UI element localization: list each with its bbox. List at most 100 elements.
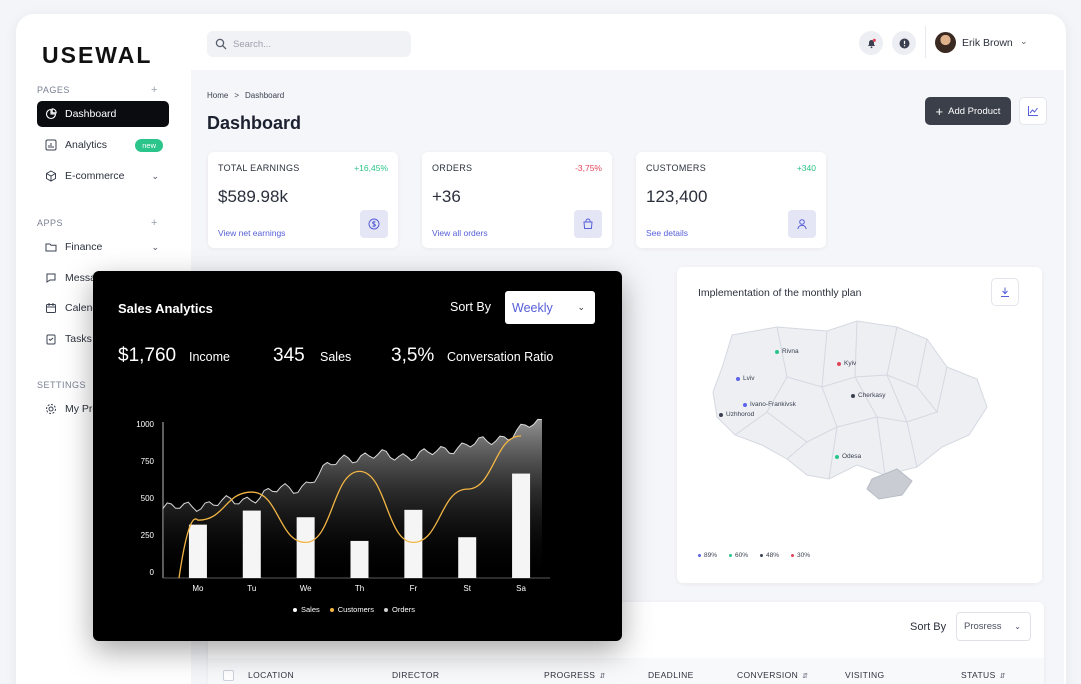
column-location[interactable]: LOCATION <box>248 670 295 680</box>
sales-bar <box>512 473 531 578</box>
table-sort-select[interactable]: Prosress ⌄ <box>956 612 1031 641</box>
income-value: $1,760 <box>118 345 177 366</box>
select-all-checkbox[interactable] <box>223 670 234 681</box>
sidebar-item-dashboard[interactable]: Dashboard <box>37 101 169 127</box>
gear-icon <box>45 403 57 415</box>
column-status[interactable]: STATUS ⇵ <box>961 670 1006 680</box>
table-sort-value: Prosress <box>964 621 1002 632</box>
pages-add-icon[interactable]: + <box>151 84 158 96</box>
breadcrumb-home[interactable]: Home <box>207 91 229 100</box>
conversion-label: Conversation Ratio <box>447 350 554 364</box>
chevron-down-icon[interactable]: ⌄ <box>1020 36 1028 46</box>
download-icon <box>1001 287 1009 297</box>
column-deadline[interactable]: DEADLINE <box>648 670 694 680</box>
sidebar-item-label: Dashboard <box>65 108 117 120</box>
sort-icon: ⇵ <box>802 673 809 680</box>
shopping-bag-icon <box>574 210 602 238</box>
card-delta: +340 <box>796 163 816 173</box>
alert-icon <box>899 38 909 48</box>
column-progress[interactable]: PROGRESS ⇵ <box>544 670 606 680</box>
conversion-value: 3,5% <box>391 345 435 366</box>
sidebar-item-ecommerce[interactable]: E-commerce ⌄ <box>37 163 169 189</box>
x-tick-label: St <box>463 584 471 593</box>
ukraine-map <box>712 320 988 500</box>
sidebar-item-analytics[interactable]: Analytics new <box>37 132 169 158</box>
orders-card: ORDERS -3,75% +36 View all orders <box>422 152 612 248</box>
breadcrumb-current: Dashboard <box>245 91 285 100</box>
view-net-earnings-link[interactable]: View net earnings <box>218 228 286 238</box>
sort-icon: ⇵ <box>999 673 1006 680</box>
info-button[interactable] <box>892 31 916 55</box>
add-product-label: Add Product <box>948 105 1001 117</box>
card-value: 123,400 <box>646 187 708 206</box>
sidebar-item-label: Analytics <box>65 139 108 151</box>
x-tick-label: Tu <box>247 584 256 593</box>
user-name[interactable]: Erik Brown <box>962 37 1013 49</box>
notifications-button[interactable] <box>859 31 883 55</box>
city-marker[interactable]: Kyiv <box>837 360 856 367</box>
clipboard-icon <box>45 333 57 345</box>
search-placeholder: Search... <box>233 38 272 50</box>
column-director[interactable]: DIRECTOR <box>392 670 440 680</box>
map-legend: 89% 60% 48% 30% <box>698 552 810 559</box>
orders-line <box>162 418 543 513</box>
legend-orders: Orders <box>384 605 415 614</box>
map-title: Implementation of the monthly plan <box>698 287 862 299</box>
view-all-orders-link[interactable]: View all orders <box>432 228 488 238</box>
bar-chart-icon <box>45 139 57 151</box>
city-marker[interactable]: Rivna <box>775 348 799 355</box>
page-title: Dashboard <box>207 113 302 133</box>
search-input[interactable]: Search... <box>207 31 411 57</box>
new-badge: new <box>135 139 163 152</box>
add-product-button[interactable]: + Add Product <box>925 97 1011 125</box>
sidebar-item-finance[interactable]: Finance ⌄ <box>37 234 169 260</box>
card-delta: +16,45% <box>354 163 388 173</box>
sales-analytics-panel: Sales Analytics Sort By Weekly ⌄ $1,760 … <box>93 271 622 641</box>
sales-label: Sales <box>320 350 352 364</box>
sidebar-item-label: Tasks <box>65 333 92 345</box>
city-marker[interactable]: Lviv <box>736 375 755 382</box>
header-divider <box>925 26 926 58</box>
plus-icon: + <box>935 103 944 119</box>
period-select[interactable]: Weekly ⌄ <box>505 291 595 324</box>
see-details-link[interactable]: See details <box>646 228 689 238</box>
y-tick-label: 1000 <box>136 420 154 429</box>
search-icon <box>215 38 227 50</box>
sales-sort-label: Sort By <box>450 300 491 314</box>
total-earnings-card: TOTAL EARNINGS +16,45% $589.98k View net… <box>208 152 398 248</box>
chart-view-button[interactable] <box>1019 97 1047 125</box>
y-tick-label: 500 <box>141 494 155 503</box>
folder-icon <box>45 241 57 253</box>
user-icon <box>788 210 816 238</box>
income-label: Income <box>189 350 230 364</box>
city-marker[interactable]: Ivano-Frankivsk <box>743 401 796 408</box>
table-sort-label: Sort By <box>910 621 947 633</box>
card-value: $589.98k <box>218 187 288 206</box>
breadcrumb-separator: > <box>234 91 240 100</box>
card-delta: -3,75% <box>575 163 602 173</box>
apps-add-icon[interactable]: + <box>151 217 158 229</box>
x-tick-label: We <box>300 584 312 593</box>
city-marker[interactable]: Uzhhorod <box>719 411 754 418</box>
column-conversion[interactable]: CONVERSION ⇵ <box>737 670 809 680</box>
city-marker[interactable]: Odesa <box>835 453 861 460</box>
sidebar-item-label: Finance <box>65 241 103 253</box>
monthly-plan-map-card: Implementation of the monthly plan Rivna… <box>677 267 1042 583</box>
sales-bar <box>350 540 369 578</box>
chevron-down-icon: ⌄ <box>151 170 159 181</box>
chevron-down-icon: ⌄ <box>1014 622 1021 631</box>
card-title: ORDERS <box>432 163 473 173</box>
breadcrumb: Home > Dashboard <box>207 91 284 100</box>
legend-sales: Sales <box>293 605 320 614</box>
city-marker[interactable]: Cherkasy <box>851 392 885 399</box>
sales-bar <box>458 537 477 578</box>
pie-chart-icon <box>45 108 57 120</box>
pages-section-title: PAGES <box>37 85 70 95</box>
calendar-icon <box>45 302 57 314</box>
column-visiting[interactable]: VISITING <box>845 670 885 680</box>
sidebar-item-tasks[interactable]: Tasks <box>37 326 169 352</box>
download-button[interactable] <box>991 278 1019 306</box>
avatar[interactable] <box>935 32 956 53</box>
sort-icon: ⇵ <box>599 673 606 680</box>
legend-customers: Customers <box>329 605 374 614</box>
